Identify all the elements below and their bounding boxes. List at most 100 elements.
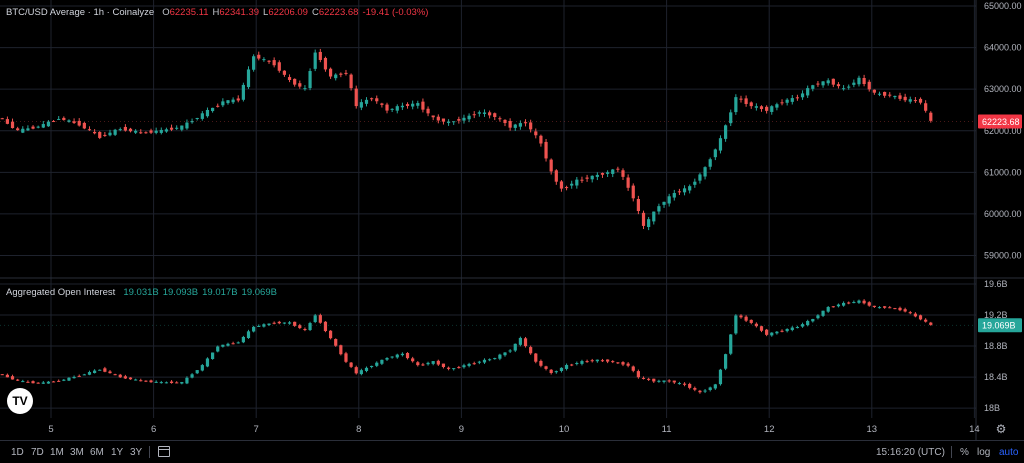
price-candle xyxy=(493,113,497,118)
price-y-tick-label: 59000.00 xyxy=(984,251,1022,261)
price-candle xyxy=(867,81,871,90)
price-candle xyxy=(857,77,861,85)
oi-candle xyxy=(575,363,579,365)
oi-candle xyxy=(385,358,389,360)
oi-candle xyxy=(677,383,682,385)
oi-candle xyxy=(523,338,528,347)
price-candle xyxy=(657,206,661,212)
price-candle xyxy=(539,135,543,144)
range-1m-button[interactable]: 1M xyxy=(50,447,64,458)
price-candle xyxy=(477,112,481,114)
oi-candle xyxy=(164,382,169,384)
price-candle xyxy=(457,119,461,121)
oi-candle xyxy=(729,334,733,354)
oi-candle xyxy=(883,306,887,308)
price-candle xyxy=(159,129,163,133)
percent-toggle[interactable]: % xyxy=(960,447,969,458)
auto-toggle[interactable]: auto xyxy=(999,447,1019,458)
price-candle xyxy=(175,127,179,129)
oi-candle xyxy=(185,377,189,384)
x-tick-label: 7 xyxy=(254,424,259,435)
oi-candle xyxy=(16,379,20,381)
price-candle xyxy=(631,185,635,199)
oi-candle xyxy=(462,365,466,368)
price-candle xyxy=(405,104,410,106)
price-candle xyxy=(523,122,528,124)
oi-candle xyxy=(339,345,343,355)
oi-candle xyxy=(57,380,61,382)
price-candle xyxy=(913,100,918,102)
oi-candle xyxy=(252,326,256,332)
price-candle xyxy=(739,98,743,100)
oi-candle xyxy=(662,380,666,382)
price-candle xyxy=(872,89,876,93)
price-candle xyxy=(611,169,615,174)
price-candle xyxy=(595,174,599,177)
price-candle xyxy=(759,106,764,110)
oi-candle xyxy=(195,370,199,374)
price-candle xyxy=(903,96,907,101)
oi-y-tick-label: 18.8B xyxy=(984,341,1008,351)
price-candle xyxy=(534,131,538,136)
price-candle xyxy=(113,129,117,135)
price-candle xyxy=(108,132,112,136)
price-candle xyxy=(139,132,143,134)
price-candle xyxy=(354,88,358,107)
oi-candle xyxy=(641,377,646,379)
oi-candle xyxy=(667,380,671,382)
x-tick-label: 13 xyxy=(867,424,878,435)
price-candle xyxy=(370,98,374,100)
chart-canvas[interactable]: 65000.00 64000.00 63000.00 62000.00 61000.00… xyxy=(0,0,1024,440)
range-3y-button[interactable]: 3Y xyxy=(130,447,143,458)
price-candle xyxy=(313,52,317,69)
price-candle xyxy=(0,118,4,120)
price-title: BTC/USD Average · 1h · Coinalyze xyxy=(6,7,155,18)
oi-candle xyxy=(159,382,163,384)
oi-y-tick-label: 18B xyxy=(984,403,1000,413)
price-candle xyxy=(134,130,138,133)
calendar-icon[interactable] xyxy=(158,446,170,457)
oi-candle xyxy=(749,319,753,323)
range-3m-button[interactable]: 3M xyxy=(70,447,84,458)
oi-candle xyxy=(467,363,471,366)
price-candle xyxy=(795,97,800,99)
low-value: 62206.09 xyxy=(268,7,308,18)
oi-candle xyxy=(600,360,605,362)
oi-candle xyxy=(400,353,405,356)
clock-readout[interactable]: 15:16:20 (UTC) xyxy=(876,447,945,458)
oi-candle xyxy=(123,376,127,379)
oi-candle xyxy=(421,364,425,366)
price-candle xyxy=(380,103,384,105)
oi-candle xyxy=(631,366,635,371)
price-candle xyxy=(754,106,758,108)
price-candle xyxy=(118,129,122,131)
high-value: 62341.39 xyxy=(219,7,260,18)
tradingview-logo-icon[interactable]: TV xyxy=(7,388,33,414)
oi-candle xyxy=(472,363,476,365)
price-candle xyxy=(559,181,564,189)
oi-candle xyxy=(87,372,92,375)
price-candle xyxy=(426,108,430,114)
oi-candle xyxy=(590,360,594,362)
oi-candle xyxy=(272,322,276,324)
oi-candle xyxy=(816,315,820,319)
oi-candle xyxy=(821,310,825,316)
log-toggle[interactable]: log xyxy=(977,447,991,458)
range-1d-button[interactable]: 1D xyxy=(11,447,24,458)
price-candle xyxy=(836,84,841,87)
oi-candle xyxy=(888,307,892,309)
range-7d-button[interactable]: 7D xyxy=(31,447,44,458)
oi-candle xyxy=(580,361,584,364)
x-tick-label: 5 xyxy=(48,424,53,435)
range-6m-button[interactable]: 6M xyxy=(90,447,104,458)
price-candle xyxy=(462,117,466,121)
oi-candle xyxy=(785,328,789,332)
price-candle xyxy=(636,199,640,212)
oi-candle xyxy=(836,304,841,307)
oi-candle xyxy=(652,378,656,382)
price-candle xyxy=(51,121,56,123)
oi-candle xyxy=(21,381,25,383)
price-candle xyxy=(847,86,851,88)
range-1y-button[interactable]: 1Y xyxy=(111,447,124,458)
gear-icon[interactable]: ⚙ xyxy=(995,422,1007,436)
